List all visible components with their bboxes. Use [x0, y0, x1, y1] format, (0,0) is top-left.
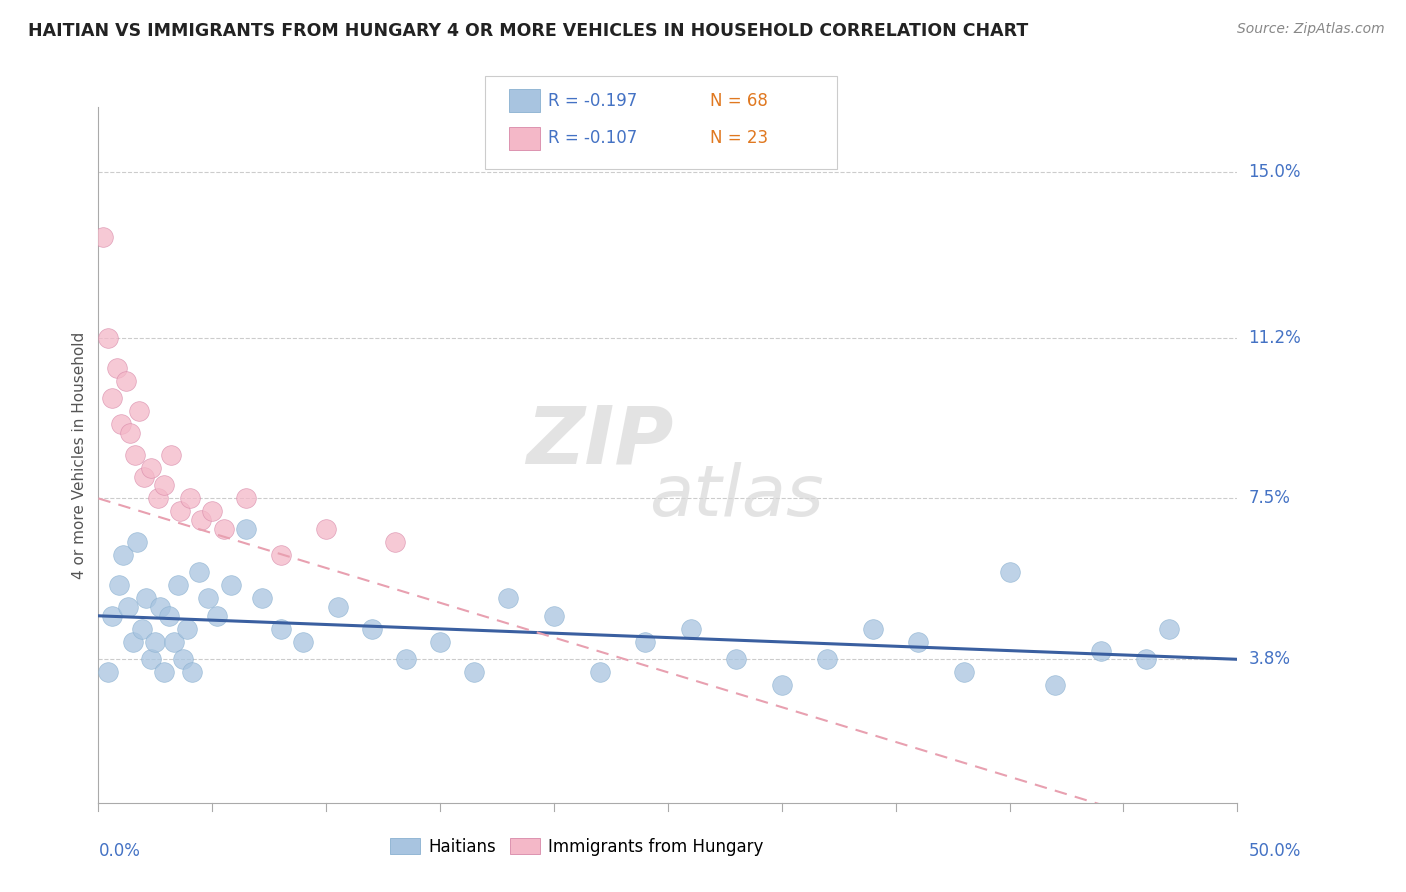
- Point: [360, 622, 382, 636]
- Point: [725, 652, 748, 666]
- Point: [139, 652, 162, 666]
- Text: R = -0.107: R = -0.107: [548, 129, 637, 147]
- Point: [96, 330, 118, 344]
- Point: [270, 548, 292, 562]
- Point: [91, 230, 114, 244]
- Point: [149, 600, 172, 615]
- Point: [169, 504, 191, 518]
- Point: [252, 591, 274, 606]
- Point: [588, 665, 610, 680]
- Point: [463, 665, 485, 680]
- Point: [146, 491, 169, 506]
- Y-axis label: 4 or more Vehicles in Household: 4 or more Vehicles in Household: [72, 331, 87, 579]
- Point: [167, 578, 190, 592]
- Point: [270, 622, 292, 636]
- Point: [162, 635, 184, 649]
- Point: [153, 478, 176, 492]
- Text: atlas: atlas: [650, 462, 824, 531]
- Point: [679, 622, 702, 636]
- Text: 50.0%: 50.0%: [1249, 842, 1301, 860]
- Point: [121, 635, 143, 649]
- Text: 11.2%: 11.2%: [1249, 328, 1301, 346]
- Point: [114, 374, 136, 388]
- Point: [205, 608, 228, 623]
- Point: [1157, 622, 1180, 636]
- Point: [101, 608, 124, 623]
- Point: [139, 461, 162, 475]
- Point: [105, 360, 128, 375]
- Point: [128, 404, 150, 418]
- Point: [1043, 678, 1066, 692]
- Text: 3.8%: 3.8%: [1249, 650, 1291, 668]
- Text: ZIP: ZIP: [526, 402, 673, 480]
- Point: [127, 534, 149, 549]
- Point: [197, 591, 219, 606]
- Text: Source: ZipAtlas.com: Source: ZipAtlas.com: [1237, 22, 1385, 37]
- Point: [384, 534, 406, 549]
- Legend: Haitians, Immigrants from Hungary: Haitians, Immigrants from Hungary: [385, 832, 768, 861]
- Point: [180, 665, 202, 680]
- Point: [120, 426, 142, 441]
- Point: [862, 622, 884, 636]
- Point: [160, 448, 183, 462]
- Point: [201, 504, 224, 518]
- Point: [179, 491, 201, 506]
- Point: [1090, 643, 1112, 657]
- Point: [176, 622, 198, 636]
- Point: [953, 665, 976, 680]
- Point: [187, 566, 209, 580]
- Point: [153, 665, 176, 680]
- Text: 15.0%: 15.0%: [1249, 163, 1301, 181]
- Point: [124, 448, 146, 462]
- Point: [1135, 652, 1157, 666]
- Text: N = 68: N = 68: [710, 92, 768, 110]
- Point: [634, 635, 657, 649]
- Point: [135, 591, 157, 606]
- Text: HAITIAN VS IMMIGRANTS FROM HUNGARY 4 OR MORE VEHICLES IN HOUSEHOLD CORRELATION C: HAITIAN VS IMMIGRANTS FROM HUNGARY 4 OR …: [28, 22, 1028, 40]
- Point: [395, 652, 418, 666]
- Point: [117, 600, 139, 615]
- Text: R = -0.197: R = -0.197: [548, 92, 637, 110]
- Point: [292, 635, 315, 649]
- Point: [190, 513, 212, 527]
- Point: [101, 392, 124, 406]
- Point: [770, 678, 793, 692]
- Point: [219, 578, 242, 592]
- Point: [326, 600, 349, 615]
- Text: 0.0%: 0.0%: [98, 842, 141, 860]
- Point: [112, 548, 135, 562]
- Point: [131, 622, 153, 636]
- Point: [108, 578, 131, 592]
- Point: [907, 635, 929, 649]
- Point: [998, 566, 1021, 580]
- Point: [235, 522, 257, 536]
- Point: [815, 652, 838, 666]
- Point: [96, 665, 118, 680]
- Point: [212, 522, 235, 536]
- Text: N = 23: N = 23: [710, 129, 768, 147]
- Point: [110, 417, 132, 432]
- Point: [543, 608, 565, 623]
- Point: [429, 635, 451, 649]
- Point: [498, 591, 520, 606]
- Point: [315, 522, 337, 536]
- Point: [172, 652, 194, 666]
- Point: [132, 469, 155, 483]
- Point: [157, 608, 180, 623]
- Text: 7.5%: 7.5%: [1249, 490, 1291, 508]
- Point: [235, 491, 257, 506]
- Point: [145, 635, 167, 649]
